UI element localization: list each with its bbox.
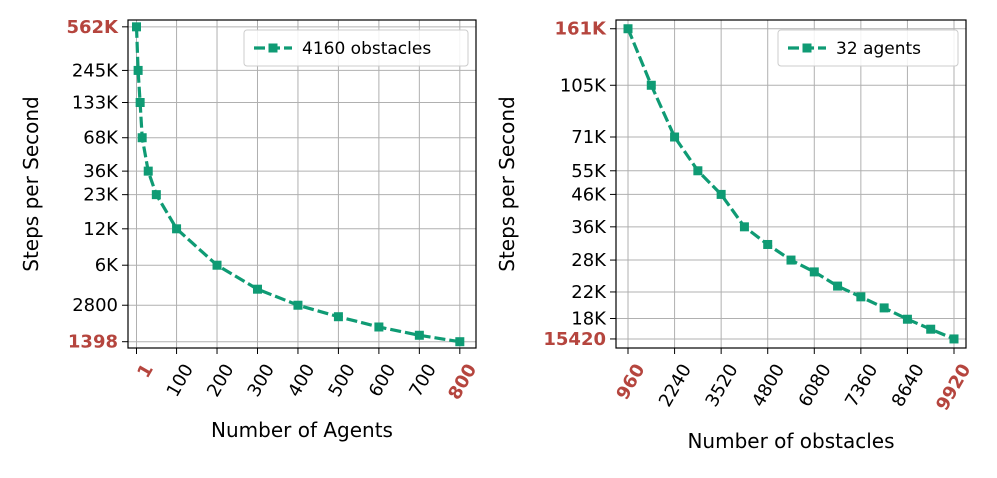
y-tick-label: 1398 <box>68 332 118 353</box>
x-tick-label: 400 <box>284 360 319 400</box>
x-tick-label: 1 <box>133 360 157 381</box>
y-axis-label: Steps per Second <box>495 96 519 272</box>
data-point <box>133 65 143 75</box>
plot-area <box>616 20 966 348</box>
data-point <box>949 334 959 344</box>
data-point <box>623 24 633 34</box>
legend-marker <box>802 43 812 53</box>
legend-box <box>777 29 959 67</box>
data-point <box>786 255 796 265</box>
data-point <box>252 284 262 294</box>
x-tick-label: 4800 <box>748 360 789 410</box>
x-tick-label: 500 <box>324 360 359 400</box>
y-tick-label: 161K <box>554 19 607 40</box>
legend-label: 4160 obstacles <box>302 39 431 59</box>
x-tick-label: 9920 <box>932 360 975 414</box>
x-axis-label: Number of obstacles <box>687 429 894 453</box>
y-tick-label: 12K <box>83 219 119 240</box>
x-tick-label: 800 <box>444 360 481 403</box>
y-tick-label: 18K <box>571 308 607 329</box>
y-tick-label: 68K <box>83 128 119 149</box>
data-point <box>763 239 773 249</box>
x-tick-label: 200 <box>203 360 238 400</box>
x-tick-label: 300 <box>244 360 279 400</box>
x-tick-label: 700 <box>405 360 440 400</box>
legend-label: 32 agents <box>836 39 921 59</box>
series-line <box>134 26 461 344</box>
data-point <box>172 224 182 234</box>
data-point <box>926 324 936 334</box>
data-point <box>833 281 843 291</box>
x-axis-label: Number of Agents <box>211 418 393 442</box>
data-point <box>739 222 749 232</box>
x-tick-label: 8640 <box>888 360 929 410</box>
data-point <box>879 303 889 313</box>
x-tick-label: 2240 <box>655 360 696 410</box>
plot-area <box>128 20 476 348</box>
legend-box <box>243 29 469 67</box>
data-point <box>856 292 866 302</box>
x-tick-label: 3520 <box>701 360 742 410</box>
x-tick-label: 960 <box>612 360 649 403</box>
data-point <box>902 314 912 324</box>
x-tick-label: 6080 <box>795 360 836 410</box>
y-tick-label: 55K <box>571 161 607 182</box>
y-tick-label: 245K <box>72 60 119 81</box>
y-tick-label: 105K <box>560 75 607 96</box>
data-point <box>293 300 303 310</box>
x-tick-label: 7360 <box>841 360 882 410</box>
y-tick-label: 36K <box>571 217 607 238</box>
data-point <box>333 312 343 322</box>
data-point <box>151 190 161 200</box>
x-tick-label: 600 <box>365 360 400 400</box>
y-tick-label: 46K <box>571 184 607 205</box>
y-tick-label: 15420 <box>543 329 606 350</box>
y-tick-label: 28K <box>571 250 607 271</box>
data-point <box>137 133 147 143</box>
data-point <box>143 166 153 176</box>
legend-marker <box>268 43 278 53</box>
y-tick-label: 22K <box>571 282 607 303</box>
chart-panel-agents: 562K 245K 133K 68K 36K 23K 12K 6K 2800 1398 1 100 20… <box>19 17 481 442</box>
data-point <box>374 322 384 332</box>
data-point <box>131 22 141 32</box>
x-tick-label: 100 <box>163 360 198 400</box>
y-tick-label: 133K <box>72 93 119 114</box>
data-point <box>455 337 465 347</box>
y-tick-label: 23K <box>83 185 119 206</box>
data-point <box>716 189 726 199</box>
y-tick-label: 6K <box>95 255 119 276</box>
y-tick-label: 562K <box>66 17 119 38</box>
plot-frame <box>127 19 477 349</box>
data-point <box>670 132 680 142</box>
y-tick-label: 71K <box>571 127 607 148</box>
data-point <box>693 166 703 176</box>
y-tick-label: 36K <box>83 161 119 182</box>
y-axis-label: Steps per Second <box>19 96 43 272</box>
y-tick-label: 2800 <box>72 295 118 316</box>
plot-frame <box>615 19 967 349</box>
data-point <box>135 98 145 108</box>
data-point <box>414 330 424 340</box>
data-point <box>646 80 656 90</box>
data-point <box>809 267 819 277</box>
data-point <box>212 260 222 270</box>
